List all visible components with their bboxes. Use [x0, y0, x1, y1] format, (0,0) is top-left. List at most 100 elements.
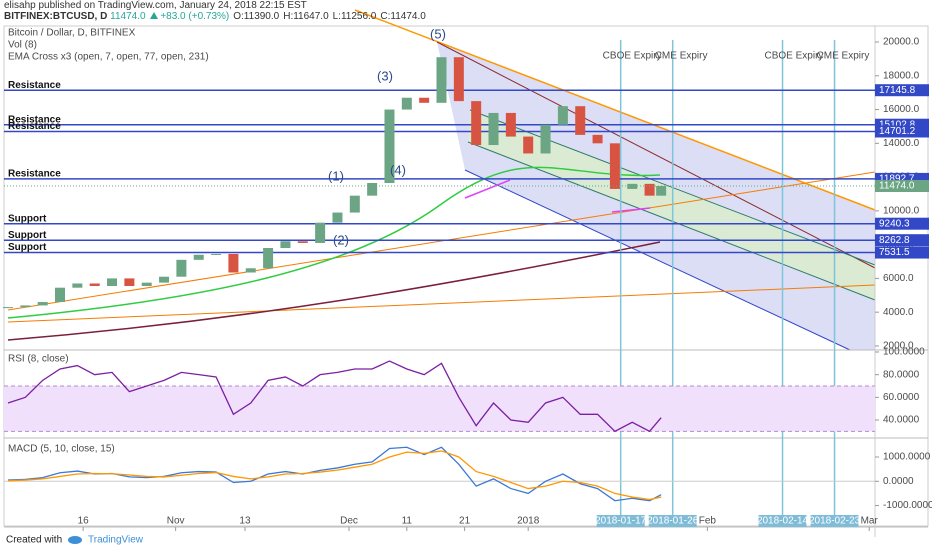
trendline: [354, 9, 876, 211]
last-price: 11474.0: [879, 181, 915, 192]
last: 11474.0: [110, 11, 146, 22]
pitchfork-inner: [468, 110, 875, 300]
level-name: Resistance: [8, 121, 61, 132]
level-value: 9240.3: [879, 218, 910, 229]
y-tick-label: 100.0000: [883, 347, 925, 358]
candle: [523, 136, 534, 154]
x-tick-label: Mar: [861, 516, 879, 527]
fork-line: [464, 169, 851, 351]
level-tag: [875, 118, 929, 131]
y-tick-label: 8000.0: [883, 239, 914, 250]
frame: [3, 25, 929, 527]
candle: [471, 101, 482, 146]
y-tick-label: 40.0000: [883, 415, 920, 426]
candle: [20, 305, 31, 308]
y-tick-label: 4000.0: [883, 307, 914, 318]
rsi-title: RSI (8, close): [8, 354, 69, 365]
level-value: 15102.8: [879, 119, 916, 130]
y-tick-label: 18000.0: [883, 70, 920, 81]
candle: [315, 222, 326, 243]
y-tick-label: 6000.0: [883, 273, 914, 284]
x-tick-label: Dec: [340, 516, 358, 527]
date-box: [758, 515, 807, 527]
wave-label: (3): [377, 68, 393, 83]
level-tag: [875, 172, 929, 185]
candle: [656, 185, 667, 196]
candle: [193, 254, 204, 260]
header: elisahp published on TradingView.com, Ja…: [4, 0, 430, 22]
candle: [228, 253, 239, 273]
level-name: Resistance: [8, 80, 61, 91]
y-tick-label: -1000.0000: [883, 500, 932, 511]
x-tick-label: Nov: [167, 516, 185, 527]
y-tick-label: 2000.0: [883, 341, 914, 352]
candle: [332, 212, 343, 223]
level-value: 7531.5: [879, 247, 910, 258]
level-name: Support: [8, 213, 47, 224]
pitchfork-zone: [437, 42, 875, 350]
line: [7, 446, 662, 502]
trendline: [7, 171, 876, 311]
candle: [505, 112, 516, 137]
candle: [245, 268, 256, 273]
candle: [107, 278, 118, 287]
y-tick-label: 60.0000: [883, 392, 920, 403]
candle: [72, 283, 83, 288]
publisher: elisahp published on TradingView.com, Ja…: [4, 0, 307, 11]
candle: [453, 57, 464, 102]
level-name: Resistance: [8, 114, 61, 125]
candle: [592, 134, 603, 144]
level-value: 8262.8: [879, 235, 910, 246]
level-name: Support: [8, 242, 47, 253]
x-tick-label: 11: [402, 516, 413, 527]
y-tick-label: 20000.0: [883, 37, 920, 48]
candle: [297, 241, 308, 243]
event-label: CBOE Expiry: [603, 51, 662, 62]
candle: [141, 282, 152, 287]
candle: [89, 283, 100, 287]
date-box: [810, 515, 859, 527]
y-tick-label: 16000.0: [883, 104, 920, 115]
date-label: 2018-01-17: [595, 516, 647, 527]
date-box: [596, 515, 645, 527]
wave-label: (2): [333, 232, 349, 247]
candle: [124, 278, 135, 287]
footer-created: Created with: [6, 535, 62, 546]
level-name: Resistance: [8, 169, 61, 180]
chart-title: Bitcoin / Dollar, D, BITFINEX: [8, 28, 136, 39]
candle: [176, 259, 187, 277]
macd-title: MACD (5, 10, close, 15): [8, 444, 115, 455]
indicator: Vol (8): [8, 40, 37, 51]
candle: [575, 106, 586, 135]
x-tick-label: 21: [459, 516, 471, 527]
y-tick-label: 10000.0: [883, 206, 920, 217]
date-box: [648, 515, 697, 527]
wave-label: (4): [390, 162, 406, 177]
candle: [419, 97, 430, 103]
ema-line: [7, 166, 661, 319]
candle: [384, 109, 395, 184]
event-label: CME Expiry: [655, 51, 708, 62]
y-tick-label: 14000.0: [883, 138, 920, 149]
date-label: 2018-01-26: [647, 516, 699, 527]
candle: [436, 57, 447, 103]
candle: [263, 248, 274, 269]
x-tick-label: 16: [78, 516, 90, 527]
level-value: 11892.7: [879, 174, 915, 185]
high: H:11647.0: [283, 11, 329, 22]
date-label: 2018-02-23: [809, 516, 861, 527]
level-name: Support: [8, 230, 47, 241]
event-label: CBOE Expiry: [765, 51, 824, 62]
fork-line: [469, 109, 876, 266]
y-tick-label: 1000.0000: [883, 452, 931, 463]
y-tick-label: 80.0000: [883, 369, 920, 380]
divergence: [611, 207, 651, 213]
candle: [627, 183, 638, 189]
candle: [609, 143, 620, 189]
y-tick-label: 0.0000: [883, 476, 914, 487]
candle: [280, 241, 291, 249]
level-tag: [875, 125, 929, 138]
level-value: 17145.8: [879, 85, 916, 96]
level-tag: [875, 234, 929, 247]
